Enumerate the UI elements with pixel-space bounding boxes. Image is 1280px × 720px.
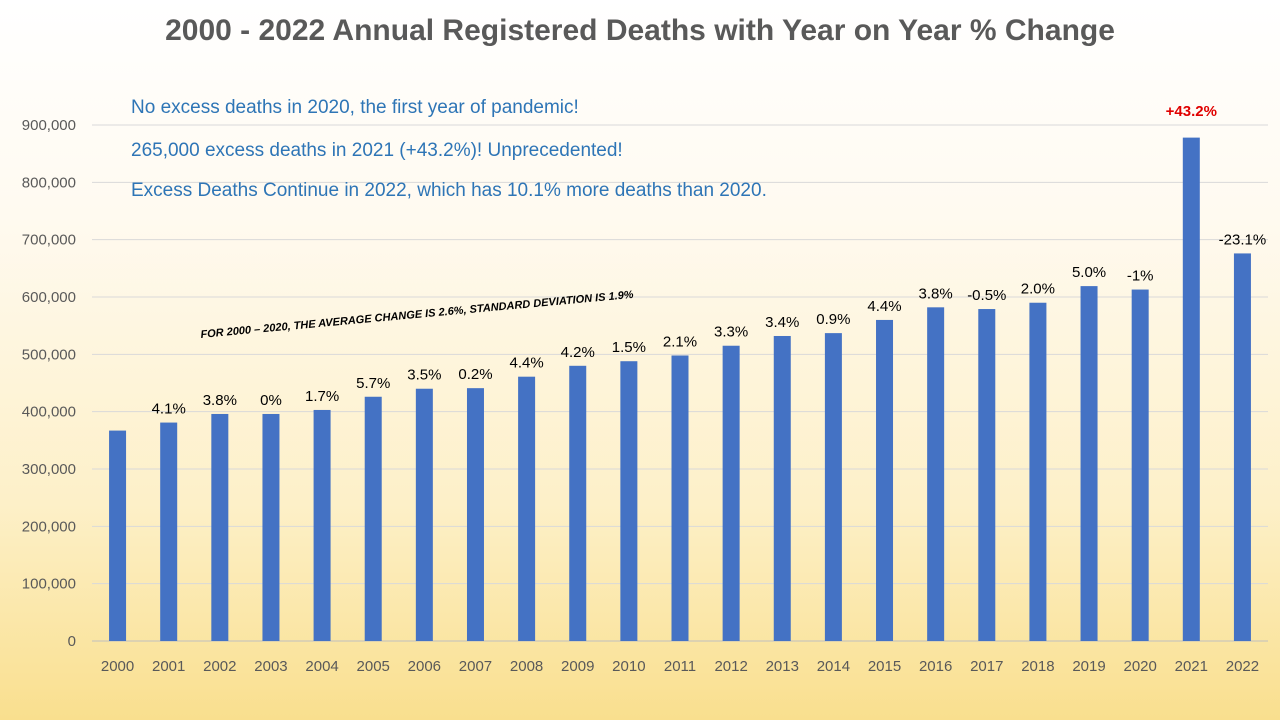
bar-2016 [927,307,945,641]
pct-label-2015: 4.4% [867,298,901,315]
bar-2013 [773,335,791,641]
bar-2014 [824,333,842,641]
pct-label-2012: 3.3% [714,324,748,341]
pct-label-2016: 3.8% [919,285,953,302]
bar-2004 [313,409,331,641]
x-tick-label: 2018 [1021,658,1054,675]
y-tick-label: 0 [68,633,76,650]
pct-label-2014: 0.9% [816,311,850,328]
pct-label-2009: 4.2% [561,344,595,361]
bar-2003 [262,413,280,641]
x-tick-label: 2022 [1226,658,1259,675]
y-axis-ticks: 0 100,000 200,000 300,000 400,000 500,000 600,… [22,117,76,650]
bar-2021 [1182,137,1200,641]
bar-2018 [1029,302,1047,641]
x-tick-label: 2004 [305,658,338,675]
x-tick-label: 2019 [1072,658,1105,675]
chart-title: 2000 - 2022 Annual Registered Deaths wit… [165,14,1115,47]
x-tick-label: 2010 [612,658,645,675]
x-tick-label: 2020 [1123,658,1156,675]
x-tick-label: 2014 [817,658,850,675]
y-tick-label: 400,000 [22,404,76,421]
x-tick-label: 2016 [919,658,952,675]
x-tick-label: 2009 [561,658,594,675]
x-tick-label: 2008 [510,658,543,675]
bar-2006 [415,388,433,641]
percent-labels: 4.1% 3.8% 0% 1.7% 5.7% 3.5% 0.2% 4.4% 4.2% 1.5% 2.… [152,103,1267,418]
pct-label-2018: 2.0% [1021,281,1055,298]
y-tick-label: 500,000 [22,346,76,363]
pct-label-2010: 1.5% [612,339,646,356]
x-tick-label: 2013 [766,658,799,675]
bar-2012 [722,345,740,641]
bar-2017 [978,309,996,641]
pct-label-2008: 4.4% [510,355,544,372]
pct-label-2005: 5.7% [356,375,390,392]
pct-label-2007: 0.2% [458,366,492,383]
x-tick-label: 2006 [408,658,441,675]
x-tick-label: 2007 [459,658,492,675]
y-tick-label: 800,000 [22,174,76,191]
bar-2015 [876,319,894,641]
pct-label-2013: 3.4% [765,314,799,331]
x-tick-label: 2017 [970,658,1003,675]
bar-2022 [1233,253,1251,641]
x-tick-label: 2021 [1175,658,1208,675]
pct-label-2011: 2.1% [663,333,697,350]
annotation-excess-2022: Excess Deaths Continue in 2022, which ha… [131,180,767,201]
annotation-no-excess-2020: No excess deaths in 2020, the first year… [131,97,579,118]
x-tick-label: 2002 [203,658,236,675]
y-tick-label: 200,000 [22,518,76,535]
y-tick-label: 700,000 [22,232,76,249]
pct-label-2003: 0% [260,392,282,409]
x-tick-label: 2000 [101,658,134,675]
bar-2007 [466,388,484,641]
bar-2002 [211,413,229,641]
y-tick-label: 300,000 [22,461,76,478]
bar-2019 [1080,286,1098,641]
bar-2009 [569,365,587,641]
y-tick-label: 900,000 [22,117,76,134]
x-tick-label: 2015 [868,658,901,675]
bar-2000 [109,430,127,641]
bar-2005 [364,396,382,641]
bars [109,137,1251,641]
bar-2008 [518,376,536,641]
bar-2020 [1131,289,1149,641]
bar-2010 [620,361,638,641]
y-tick-label: 100,000 [22,576,76,593]
pct-label-2020: -1% [1127,268,1154,285]
annotation-excess-2021: 265,000 excess deaths in 2021 (+43.2%)! … [131,140,623,161]
x-tick-label: 2012 [714,658,747,675]
y-tick-label: 600,000 [22,289,76,306]
pct-label-2004: 1.7% [305,388,339,405]
pct-label-2021: +43.2% [1166,103,1217,120]
x-tick-label: 2003 [254,658,287,675]
bar-2011 [671,355,689,641]
x-tick-label: 2001 [152,658,185,675]
bar-2001 [160,422,178,641]
pct-label-2001: 4.1% [152,401,186,418]
x-tick-label: 2011 [664,658,696,675]
pct-label-2019: 5.0% [1072,264,1106,281]
pct-label-2017: -0.5% [967,287,1006,304]
x-tick-label: 2005 [357,658,390,675]
x-axis-ticks: 2000 2001 2002 2003 2004 2005 2006 2007 2008 2009… [101,658,1259,675]
pct-label-2006: 3.5% [407,367,441,384]
pct-label-2022: -23.1% [1219,231,1267,248]
pct-label-2002: 3.8% [203,392,237,409]
